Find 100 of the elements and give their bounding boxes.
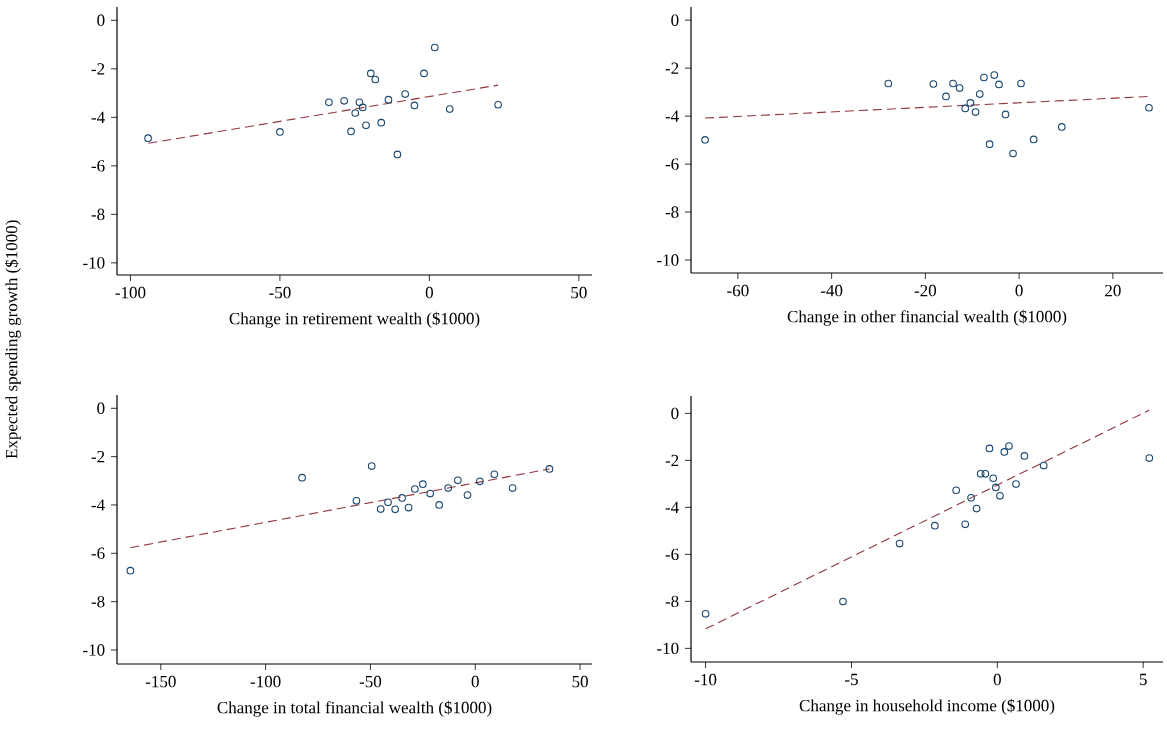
point (952, 486, 961, 495)
point (367, 462, 376, 470)
point (463, 491, 472, 499)
x-tick-label: 0 (993, 673, 1001, 686)
point (972, 504, 981, 513)
x-axis-title: Change in household income ($1000) (799, 698, 1055, 715)
point (1009, 149, 1017, 158)
point (985, 140, 994, 149)
point (126, 566, 135, 575)
point (942, 92, 950, 101)
point (992, 483, 1000, 492)
point (981, 469, 990, 478)
point (298, 473, 306, 482)
y-tick-label: -4 (91, 499, 105, 511)
point (476, 477, 484, 486)
point (347, 127, 355, 136)
y-tick-label: 0 (671, 14, 679, 26)
point (393, 150, 402, 159)
x-tick-label: -100 (250, 675, 281, 688)
point (384, 95, 393, 104)
point (144, 134, 152, 143)
point (996, 492, 1004, 500)
y-tick-label: -4 (91, 111, 105, 123)
point (995, 80, 1003, 89)
y-tick-label: -2 (91, 63, 105, 75)
point (701, 136, 709, 144)
x-tick-label: 0 (425, 286, 433, 299)
point (949, 79, 957, 88)
y-tick-label: -6 (91, 160, 105, 172)
point (884, 79, 893, 88)
point (401, 90, 410, 98)
x-tick-label: -10 (694, 673, 717, 686)
point (701, 609, 710, 618)
point (490, 470, 499, 479)
x-tick-label: -60 (727, 284, 749, 297)
y-tick-label: -10 (83, 257, 105, 269)
point (976, 469, 985, 478)
point (398, 494, 406, 502)
point (961, 104, 970, 113)
point (276, 128, 284, 136)
point (985, 444, 994, 453)
x-axis-title: Change in other financial wealth ($1000) (787, 309, 1067, 326)
x-tick-label: 20 (1105, 284, 1121, 297)
point (352, 497, 361, 505)
point (435, 501, 444, 509)
point (1145, 103, 1153, 112)
point (340, 97, 349, 105)
x-tick-label: 0 (471, 675, 479, 688)
y-tick-label: -8 (91, 595, 105, 608)
x-tick-label: 50 (571, 286, 587, 299)
point (411, 485, 419, 493)
x-tick-label: 0 (1015, 284, 1023, 297)
point (1012, 480, 1020, 488)
x-tick-label: 5 (1139, 673, 1147, 686)
point (1039, 461, 1048, 470)
point (955, 84, 964, 92)
point (990, 71, 999, 79)
point (384, 498, 392, 507)
y-tick-label: 0 (671, 407, 679, 420)
point (325, 98, 333, 107)
point (1145, 454, 1154, 462)
y-tick-label: -10 (657, 254, 679, 266)
y-tick-label: -2 (91, 451, 105, 463)
y-tick-label: -10 (83, 644, 105, 656)
point (494, 100, 502, 109)
x-tick-label: -40 (820, 284, 843, 297)
y-tick-label: 0 (97, 402, 105, 415)
y-tick-label: -8 (665, 595, 679, 608)
point (444, 484, 453, 492)
x-tick-label: -150 (145, 675, 176, 688)
y-tick-label: -8 (665, 206, 679, 218)
point (1001, 110, 1010, 119)
x-axis-title: Change in retirement wealth ($1000) (229, 311, 480, 328)
point (404, 503, 413, 512)
y-tick-label: -4 (665, 110, 679, 122)
point (371, 75, 380, 84)
point (355, 98, 364, 107)
x-tick-label: 50 (572, 675, 588, 688)
x-tick-label: -50 (269, 286, 291, 299)
y-tick-label: -6 (91, 547, 105, 560)
point (377, 118, 386, 127)
point (966, 99, 975, 107)
point (989, 474, 998, 483)
point (362, 121, 370, 130)
point (410, 101, 419, 110)
point (980, 73, 988, 82)
x-tick-label: -20 (914, 284, 937, 297)
point (839, 597, 847, 606)
point (1020, 452, 1029, 460)
y-tick-label: -2 (665, 454, 679, 467)
point (1057, 123, 1066, 131)
point (426, 489, 435, 498)
y-tick-label: -6 (665, 548, 679, 561)
y-tick-label: 0 (97, 14, 105, 27)
point (454, 476, 462, 485)
point (420, 69, 428, 78)
point (376, 505, 385, 513)
y-tick-label: -2 (665, 62, 679, 74)
point (1029, 135, 1038, 144)
point (931, 521, 939, 530)
